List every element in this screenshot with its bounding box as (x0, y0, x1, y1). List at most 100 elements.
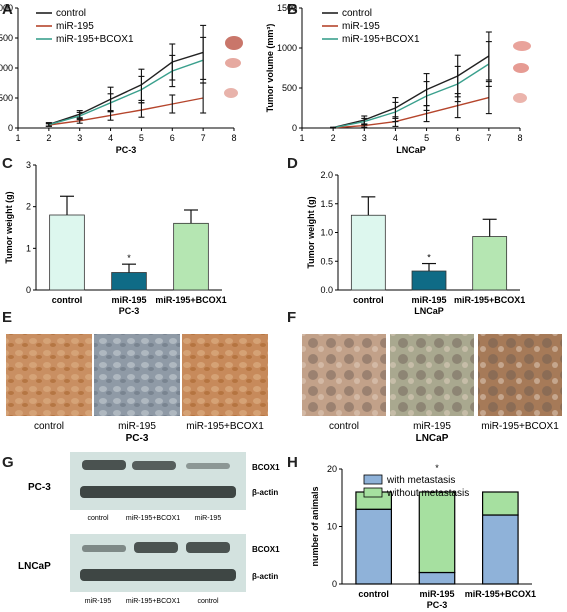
chart-b-legend-label: miR-195 (342, 21, 380, 32)
ihc-texture (390, 334, 474, 416)
chart-a-x-tick-label: 2 (46, 133, 51, 143)
chart-a-y-tick-label: 1500 (0, 33, 13, 43)
chart-h-category-label: control (358, 589, 389, 599)
chart-a-series-line (48, 51, 204, 126)
chart-b-x-tick-label: 8 (517, 133, 522, 143)
chart-c-y-tick-label: 2 (26, 202, 31, 212)
chart-h-stacked-bar (355, 508, 392, 585)
blot-pc3-band-2: β-actin (252, 488, 278, 497)
chart-h-legend-swatch (363, 487, 383, 498)
blot-band (82, 460, 126, 470)
chart-b-series-line (332, 55, 490, 129)
chart-c-category-label: miR-195 (111, 295, 146, 305)
panel-label-e: E (2, 309, 12, 326)
chart-h-legend-label: with metastasis (386, 475, 455, 486)
chart-a-x-tick-label: 1 (15, 133, 20, 143)
chart-a-x-tick-label: 7 (201, 133, 206, 143)
tumor-photo (225, 36, 243, 50)
chart-b-x-tick-label: 1 (299, 133, 304, 143)
chart-b-x-tick-label: 5 (424, 133, 429, 143)
tumor-photos-b (513, 41, 531, 103)
chart-a-x-tick-label: 4 (108, 133, 113, 143)
chart-h-stacked-bar (482, 514, 519, 585)
blot-band (80, 486, 236, 498)
panel-label-g: G (2, 454, 14, 471)
panel-label-d: D (287, 155, 298, 172)
blot-band (134, 542, 178, 553)
chart-d-category-label: control (353, 295, 384, 305)
chart-h-y-axis-label: number of animals (310, 486, 320, 566)
panel-label-f: F (287, 309, 296, 326)
blot-lncap (70, 534, 246, 592)
blot-pc3-lane-3: miR-195 (195, 515, 222, 522)
blot-cellline-pc3: PC-3 (28, 482, 51, 493)
chart-h-stacked-bar (418, 491, 456, 574)
chart-h-category-label: miR-195+BCOX1 (465, 589, 536, 599)
blot-pc3-lane-1: control (87, 515, 108, 522)
blot-lncap-band-1: BCOX1 (252, 545, 280, 554)
chart-h-significance: * (435, 463, 439, 473)
chart-a-x-tick-label: 8 (231, 133, 236, 143)
chart-c-significance: * (127, 253, 131, 263)
panel-label-a: A (2, 1, 13, 18)
blot-band (80, 569, 236, 581)
blot-lncap-band-2: β-actin (252, 572, 278, 581)
chart-b-legend-label: miR-195+BCOX1 (342, 34, 420, 45)
blot-band (132, 461, 176, 470)
chart-c-y-axis-label: Tumor weight (g) (4, 191, 14, 263)
tumor-photo (513, 63, 529, 73)
chart-b-series-line (333, 63, 490, 129)
chart-d-bar (411, 270, 447, 291)
caption-f-mir195: miR-195 (413, 421, 451, 432)
chart-h-legend-label: without metastasis (386, 488, 469, 499)
ihc-images-lncap (302, 334, 562, 416)
chart-d-significance: * (427, 253, 431, 263)
chart-a-series-line (48, 97, 204, 126)
chart-b-x-tick-label: 7 (486, 133, 491, 143)
chart-b-y-tick-label: 500 (282, 83, 297, 93)
blot-band (82, 545, 126, 552)
blot-lncap-lane-1: miR-195 (85, 598, 112, 605)
chart-a-x-tick-label: 3 (77, 133, 82, 143)
sublabel-e: PC-3 (126, 433, 149, 444)
chart-b-x-tick-label: 3 (362, 133, 367, 143)
panel-label-b: B (287, 1, 298, 18)
chart-c-bar (173, 222, 209, 291)
blot-band (186, 463, 230, 469)
blot-lncap-lane-3: control (197, 598, 218, 605)
tumor-photo (225, 58, 241, 68)
caption-e-control: control (34, 421, 64, 432)
chart-b-legend-label: control (342, 8, 372, 19)
chart-d-x-axis-label: LNCaP (414, 306, 444, 316)
chart-b-series-line (333, 96, 490, 129)
chart-c-category-label: control (52, 295, 83, 305)
chart-h-y-tick-label: 20 (327, 464, 337, 474)
chart-b-y-tick-label: 0 (292, 123, 297, 133)
chart-d-y-tick-label: 0.0 (320, 285, 333, 295)
chart-a-y-tick-label: 0 (8, 123, 13, 133)
chart-d-y-tick-label: 1.0 (320, 228, 333, 238)
chart-h-stacked-bar (482, 491, 519, 516)
blot-pc3-lane-2: miR-195+BCOX1 (126, 515, 180, 522)
chart-d-category-label: miR-195 (411, 295, 446, 305)
chart-b-x-tick-label: 4 (393, 133, 398, 143)
chart-c-y-tick-label: 3 (26, 160, 31, 170)
chart-c-y-tick-label: 1 (26, 243, 31, 253)
caption-f-rescue: miR-195+BCOX1 (481, 421, 559, 432)
chart-b-y-tick-label: 1000 (277, 43, 297, 53)
chart-h-y-tick-label: 0 (332, 579, 337, 589)
panel-label-c: C (2, 155, 13, 172)
chart-a-x-axis-label: PC-3 (116, 145, 137, 155)
chart-a-x-tick-label: 5 (139, 133, 144, 143)
blot-lncap-lane-2: miR-195+BCOX1 (126, 598, 180, 605)
chart-b-y-axis-label: Tumor volume (mm³) (265, 24, 275, 113)
chart-b-x-tick-label: 2 (331, 133, 336, 143)
ihc-texture (182, 334, 268, 416)
chart-b-x-axis-label: LNCaP (396, 145, 426, 155)
tumor-photo (224, 88, 238, 98)
chart-c-bar (111, 272, 147, 291)
chart-a-x-tick-label: 6 (170, 133, 175, 143)
blot-pc3-band-1: BCOX1 (252, 463, 280, 472)
